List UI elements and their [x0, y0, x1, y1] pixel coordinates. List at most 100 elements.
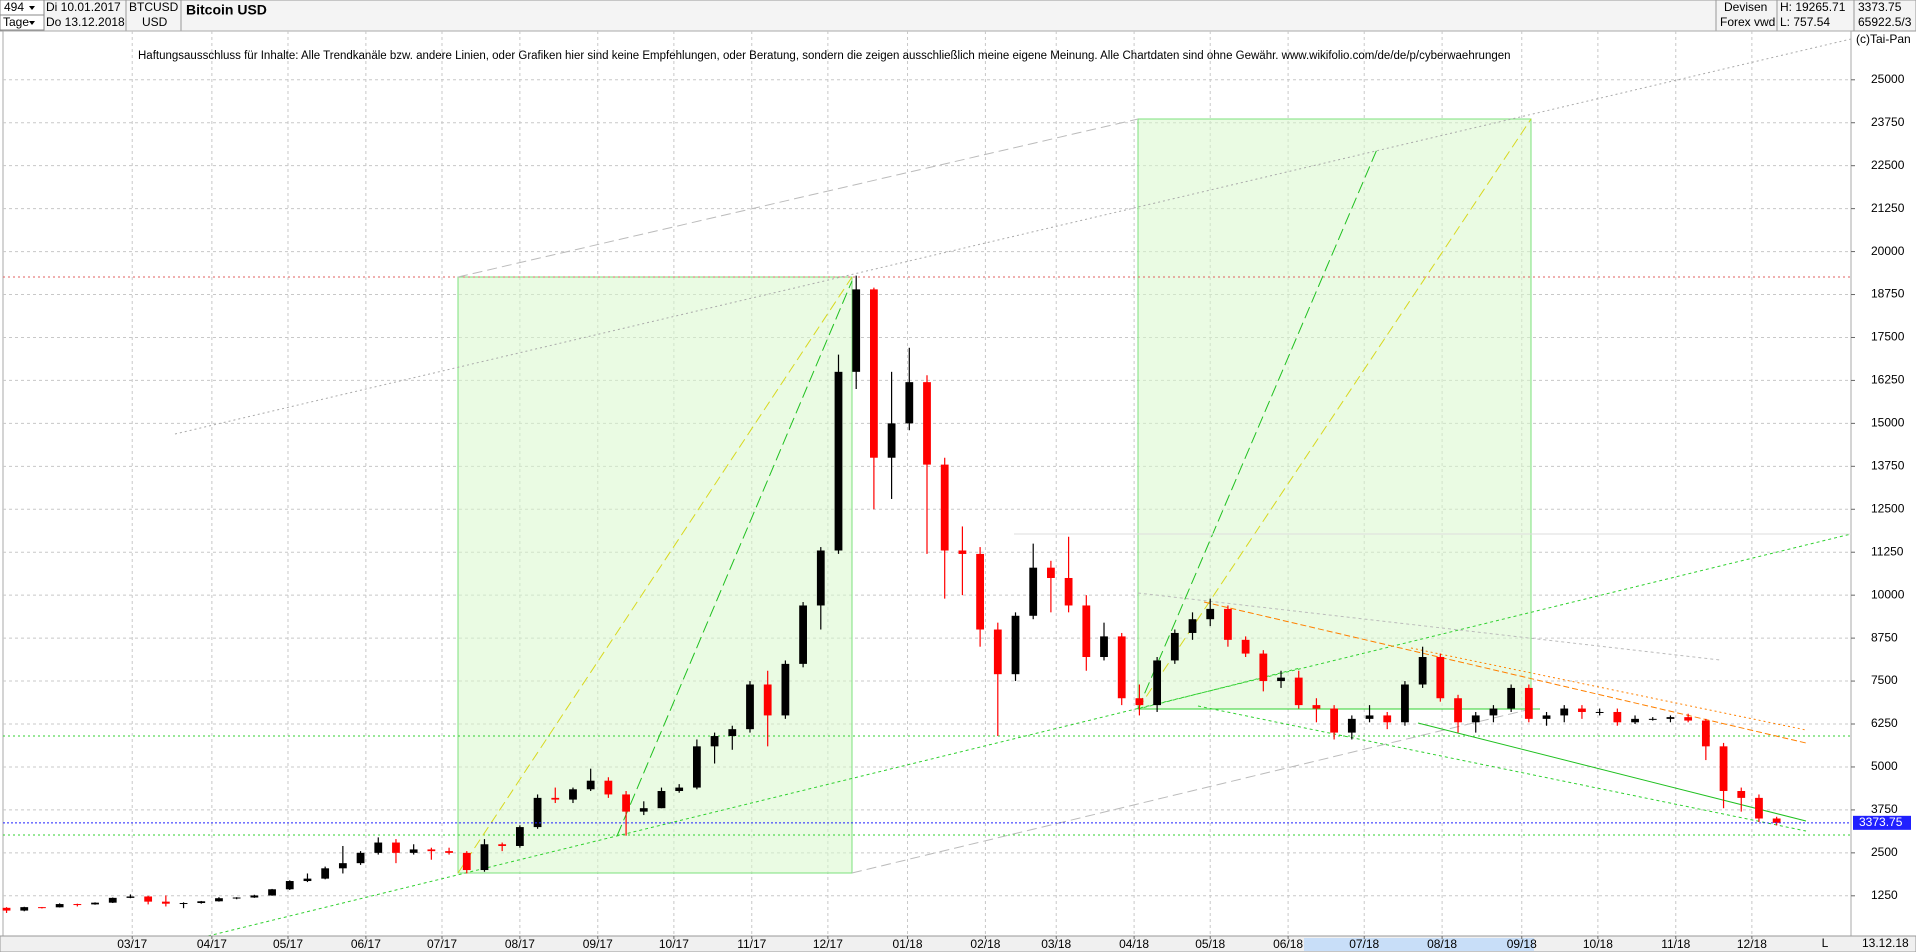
x-tick-label: 10/18 [1583, 937, 1613, 951]
candle-body [905, 382, 914, 424]
candle-body [392, 842, 400, 853]
dropdown-arrow [29, 6, 35, 10]
y-tick-label: 5000 [1871, 759, 1898, 773]
y-tick-label: 15000 [1871, 416, 1905, 430]
candle-body [38, 907, 46, 909]
unit-box[interactable] [0, 14, 45, 31]
candle-body [1701, 720, 1710, 747]
trend-line [1137, 592, 1721, 661]
x-tick-label: 04/18 [1119, 937, 1149, 951]
x-tick-label: 11/17 [737, 937, 766, 951]
candle-body [1524, 687, 1533, 719]
candle-body [1454, 698, 1462, 723]
y-tick-label: 10000 [1871, 587, 1905, 601]
y-tick-label: 18750 [1871, 287, 1905, 301]
x-tick-label: 11/18 [1661, 937, 1690, 951]
trend-line [1197, 705, 1807, 832]
candle-body [533, 797, 542, 828]
candle-body [1312, 705, 1321, 709]
source: Forex vwd [1720, 15, 1775, 29]
candle-body [1595, 711, 1604, 713]
candle-body [993, 629, 1002, 675]
candle-body [586, 780, 595, 790]
candle-body [108, 897, 117, 903]
candle-body [515, 827, 524, 846]
chart-title: Bitcoin USD [186, 2, 267, 18]
candle-body [569, 789, 577, 800]
candle-body [1170, 632, 1179, 661]
selection-range[interactable] [1304, 938, 1534, 951]
last: 3373.75 [1858, 0, 1902, 14]
y-tick-label: 8750 [1871, 630, 1898, 644]
candle-body [1135, 698, 1144, 706]
trend-line [851, 708, 1532, 874]
trend-line [616, 280, 853, 837]
candle-body [1737, 791, 1746, 798]
x-tick-label: 12/18 [1737, 937, 1767, 951]
candle-body [675, 787, 684, 792]
y-tick-label: 25000 [1871, 72, 1905, 86]
candles [2, 275, 1781, 913]
candle-body [1560, 708, 1569, 716]
candle-body [887, 423, 896, 458]
candle-body [1153, 660, 1162, 706]
candle-body [1100, 636, 1108, 658]
candle-body [1241, 639, 1250, 654]
candle-body [1082, 605, 1091, 658]
candle-body [1436, 657, 1445, 699]
candle-body [144, 896, 153, 902]
candle-body [285, 881, 294, 890]
count: 494 [4, 0, 24, 14]
high: H: 19265.71 [1780, 0, 1846, 14]
candle-body [639, 808, 648, 812]
candle-body [1206, 608, 1215, 620]
candle-body [197, 901, 206, 904]
candle-body [1578, 708, 1586, 712]
candle-body [1719, 746, 1728, 792]
candle-body [551, 797, 560, 800]
x-tick-label: 09/17 [583, 937, 613, 951]
x-tick-label: 07/18 [1349, 937, 1379, 951]
candle-body [1188, 619, 1197, 633]
footer-scale: L [1822, 936, 1829, 950]
candle-body [692, 746, 701, 788]
start-date: Di 10.01.2017 [46, 0, 121, 14]
candle-body [1507, 687, 1516, 709]
candle-body [1542, 715, 1551, 719]
candle-body [816, 550, 825, 606]
candle-body [20, 907, 29, 911]
y-tick-label: 6250 [1871, 716, 1898, 730]
end-date: Do 13.12.2018 [46, 15, 125, 29]
header-bar [0, 0, 1916, 32]
candle-body [852, 289, 861, 372]
candle-body [1047, 567, 1055, 578]
y-tick-label: 12500 [1871, 501, 1905, 515]
y-tick-label: 11250 [1871, 544, 1904, 558]
y-tick-label: 1250 [1871, 888, 1898, 902]
x-tick-label: 03/17 [117, 937, 147, 951]
candle-body [374, 842, 383, 853]
candle-body [1224, 608, 1232, 640]
y-tick-label: 21250 [1871, 201, 1905, 215]
candle-body [1347, 718, 1356, 733]
candle-body [1117, 636, 1126, 699]
candle-body [799, 605, 807, 664]
footer-date: 13.12.18 [1862, 936, 1909, 950]
low: L: 757.54 [1780, 15, 1830, 29]
candle-body [91, 902, 99, 905]
trend-line [1137, 118, 1532, 710]
x-tick-label: 08/17 [505, 937, 535, 951]
candle-body [250, 895, 259, 898]
x-tick-label: 09/18 [1507, 937, 1537, 951]
candle-body [834, 371, 843, 551]
x-tick-label: 03/18 [1041, 937, 1071, 951]
drawings [3, 38, 1852, 937]
candle-body [1401, 684, 1409, 723]
candle-body [1365, 715, 1374, 719]
candle-body [1011, 615, 1020, 675]
x-tick-label: 04/17 [197, 937, 227, 951]
candle-body [409, 849, 418, 853]
trend-line [457, 118, 1139, 278]
